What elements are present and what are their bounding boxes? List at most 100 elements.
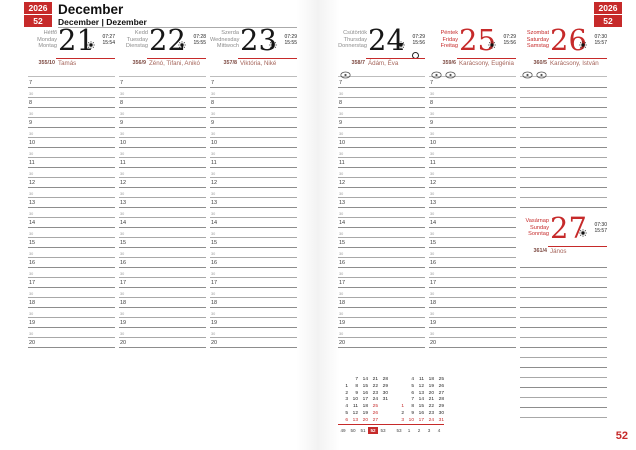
half-hour-label: 30 <box>430 172 435 176</box>
mini-cal-day: 22 <box>372 383 378 389</box>
half-hour-line <box>210 237 297 238</box>
mini-cal-day: 2 <box>401 411 404 416</box>
half-hour-line <box>28 257 115 258</box>
half-hour-line <box>338 157 425 158</box>
half-hour-label: 30 <box>120 272 125 276</box>
day-number: 26 <box>550 23 587 57</box>
hour-line <box>520 127 607 128</box>
half-hour-label: 30 <box>339 172 344 176</box>
half-hour-label: 30 <box>430 272 435 276</box>
half-hour-label: 30 <box>120 132 125 136</box>
hour-line <box>119 76 206 77</box>
sunrise-sunset-times: 07:27 15:54 <box>97 34 115 46</box>
hour-line <box>338 167 425 168</box>
half-hour-line <box>210 197 297 198</box>
hour-label: 13 <box>211 200 218 206</box>
hour-label: 19 <box>29 320 36 326</box>
mini-cal-day: 19 <box>362 411 368 416</box>
half-hour-line <box>520 397 607 398</box>
year-label: 2026 <box>24 2 52 14</box>
half-hour-line <box>210 217 297 218</box>
hour-label: 9 <box>339 120 343 126</box>
day-of-year: 359/6 <box>442 60 457 66</box>
hour-line <box>429 267 516 268</box>
week-label: 52 <box>594 15 622 27</box>
hour-label: 17 <box>339 280 346 286</box>
half-hour-line <box>429 257 516 258</box>
half-hour-label: 30 <box>339 132 344 136</box>
day-of-year: 355/10 <box>38 60 56 66</box>
half-hour-label: 30 <box>211 92 216 96</box>
hour-line <box>28 227 115 228</box>
hour-label: 20 <box>29 340 36 346</box>
half-hour-line <box>28 137 115 138</box>
week-number: 49 <box>340 428 346 433</box>
day-rule <box>548 58 607 60</box>
year-week-badge-left: 2026 52 <box>24 2 52 27</box>
hour-label: 13 <box>430 200 437 206</box>
half-hour-line <box>520 277 607 278</box>
mini-cal-day: 11 <box>419 377 424 382</box>
mini-cal-day: 21 <box>428 397 434 403</box>
half-hour-label: 30 <box>430 332 435 336</box>
half-hour-label: 30 <box>211 232 216 236</box>
hour-line <box>520 76 607 77</box>
half-hour-line <box>210 257 297 258</box>
hour-label: 15 <box>339 240 346 246</box>
half-hour-line <box>28 297 115 298</box>
namedays: Karácsony, Eugénia <box>459 60 514 67</box>
day-number: 24 <box>368 23 405 57</box>
half-hour-label: 30 <box>120 232 125 236</box>
half-hour-label: 30 <box>430 192 435 196</box>
hour-line <box>119 127 206 128</box>
half-hour-line <box>429 317 516 318</box>
mini-cal-day: 7 <box>355 377 358 382</box>
half-hour-line <box>210 157 297 158</box>
hour-line <box>520 147 607 148</box>
half-hour-line <box>338 217 425 218</box>
half-hour-line <box>28 157 115 158</box>
mini-cal-day: 26 <box>438 383 444 389</box>
sun-icon <box>579 224 587 237</box>
half-hour-line <box>28 97 115 98</box>
mini-cal-day: 19 <box>428 383 434 389</box>
hour-line <box>520 407 607 408</box>
half-hour-label: 30 <box>211 312 216 316</box>
day-number: 25 <box>459 23 496 57</box>
hour-line <box>338 227 425 228</box>
hour-line <box>28 107 115 108</box>
half-hour-line <box>520 197 607 198</box>
hour-label: 18 <box>29 300 36 306</box>
half-hour-label: 30 <box>29 212 34 216</box>
day-name-line: Friday <box>442 36 458 43</box>
half-hour-line <box>520 417 607 418</box>
hour-label: 20 <box>339 340 346 346</box>
hour-label: 19 <box>430 320 437 326</box>
sunrise-time: 07:30 <box>594 34 607 40</box>
hour-label: 11 <box>339 160 345 166</box>
hour-line <box>520 347 607 348</box>
day-name-line: Mittwoch <box>216 43 239 50</box>
mini-cal-day: 28 <box>382 377 388 382</box>
day-number: 22 <box>149 23 186 57</box>
hour-line <box>520 87 607 88</box>
mini-cal-day: 10 <box>408 417 414 423</box>
half-hour-label: 30 <box>211 272 216 276</box>
day-names: Csütörtök Thursday Donnerstag <box>338 30 367 50</box>
half-hour-label: 30 <box>29 272 34 276</box>
hour-label: 9 <box>29 120 33 126</box>
half-hour-line <box>338 137 425 138</box>
hour-line <box>429 147 516 148</box>
mini-cal-day: 6 <box>411 390 414 396</box>
sunrise-time: 07:29 <box>503 34 516 40</box>
half-hour-label: 30 <box>120 332 125 336</box>
sunrise-time: 07:27 <box>102 34 115 40</box>
mini-cal-day: 8 <box>355 383 358 389</box>
hour-line <box>210 76 297 77</box>
hour-line <box>520 367 607 368</box>
week-number: 1 <box>407 428 411 433</box>
hour-line <box>338 107 425 108</box>
day-names: Szerda Wednesday Mittwoch <box>210 30 239 50</box>
mini-cal-day: 27 <box>438 390 444 396</box>
hour-label: 12 <box>29 180 36 186</box>
